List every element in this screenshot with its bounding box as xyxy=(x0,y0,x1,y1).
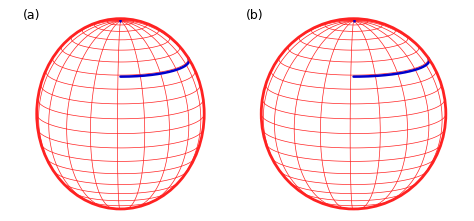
Text: (b): (b) xyxy=(246,9,264,22)
Text: (a): (a) xyxy=(23,9,40,22)
Ellipse shape xyxy=(36,19,204,209)
Ellipse shape xyxy=(261,19,446,209)
